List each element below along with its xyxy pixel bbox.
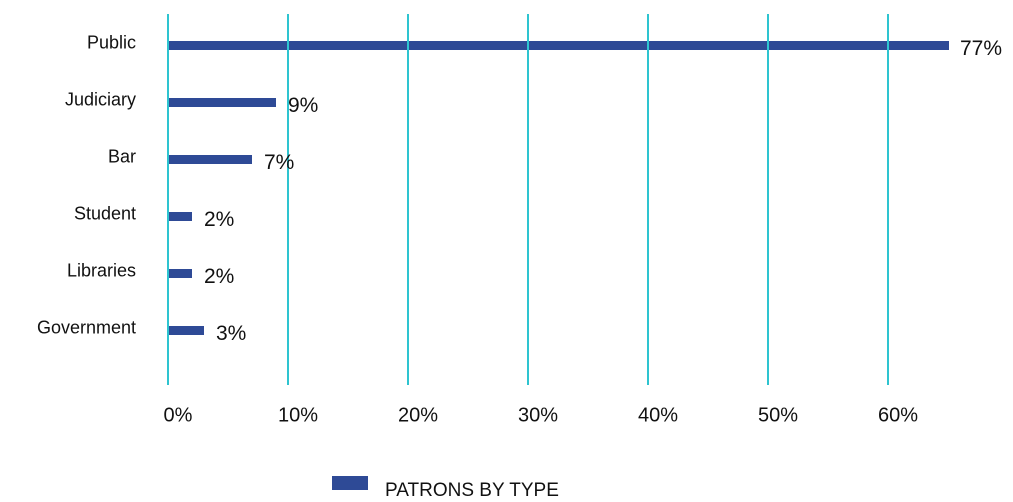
x-tick-label: 50% <box>758 404 798 426</box>
y-tick-label: Student <box>74 203 136 223</box>
x-tick-label: 0% <box>164 404 193 426</box>
x-tick-label: 10% <box>278 404 318 426</box>
value-label: 77% <box>960 37 1002 60</box>
bar <box>168 155 252 164</box>
y-tick-label: Libraries <box>67 260 136 280</box>
bar <box>168 98 276 107</box>
y-tick-label: Government <box>37 317 136 337</box>
x-tick-label: 40% <box>638 404 678 426</box>
bar <box>168 212 192 221</box>
value-label: 7% <box>264 151 294 174</box>
y-tick-label: Bar <box>108 146 136 166</box>
x-tick-label: 20% <box>398 404 438 426</box>
y-tick-label: Judiciary <box>65 89 136 109</box>
legend-swatch <box>332 476 368 490</box>
bar <box>168 41 949 50</box>
bar <box>168 269 192 278</box>
value-label: 3% <box>216 322 246 345</box>
y-tick-label: Public <box>87 32 136 52</box>
value-label: 9% <box>288 94 318 117</box>
x-tick-label: 30% <box>518 404 558 426</box>
value-label: 2% <box>204 208 234 231</box>
x-tick-label: 60% <box>878 404 918 426</box>
legend-label: PATRONS BY TYPE <box>385 480 559 501</box>
plot-area <box>168 41 949 335</box>
bar <box>168 326 204 335</box>
value-label: 2% <box>204 265 234 288</box>
